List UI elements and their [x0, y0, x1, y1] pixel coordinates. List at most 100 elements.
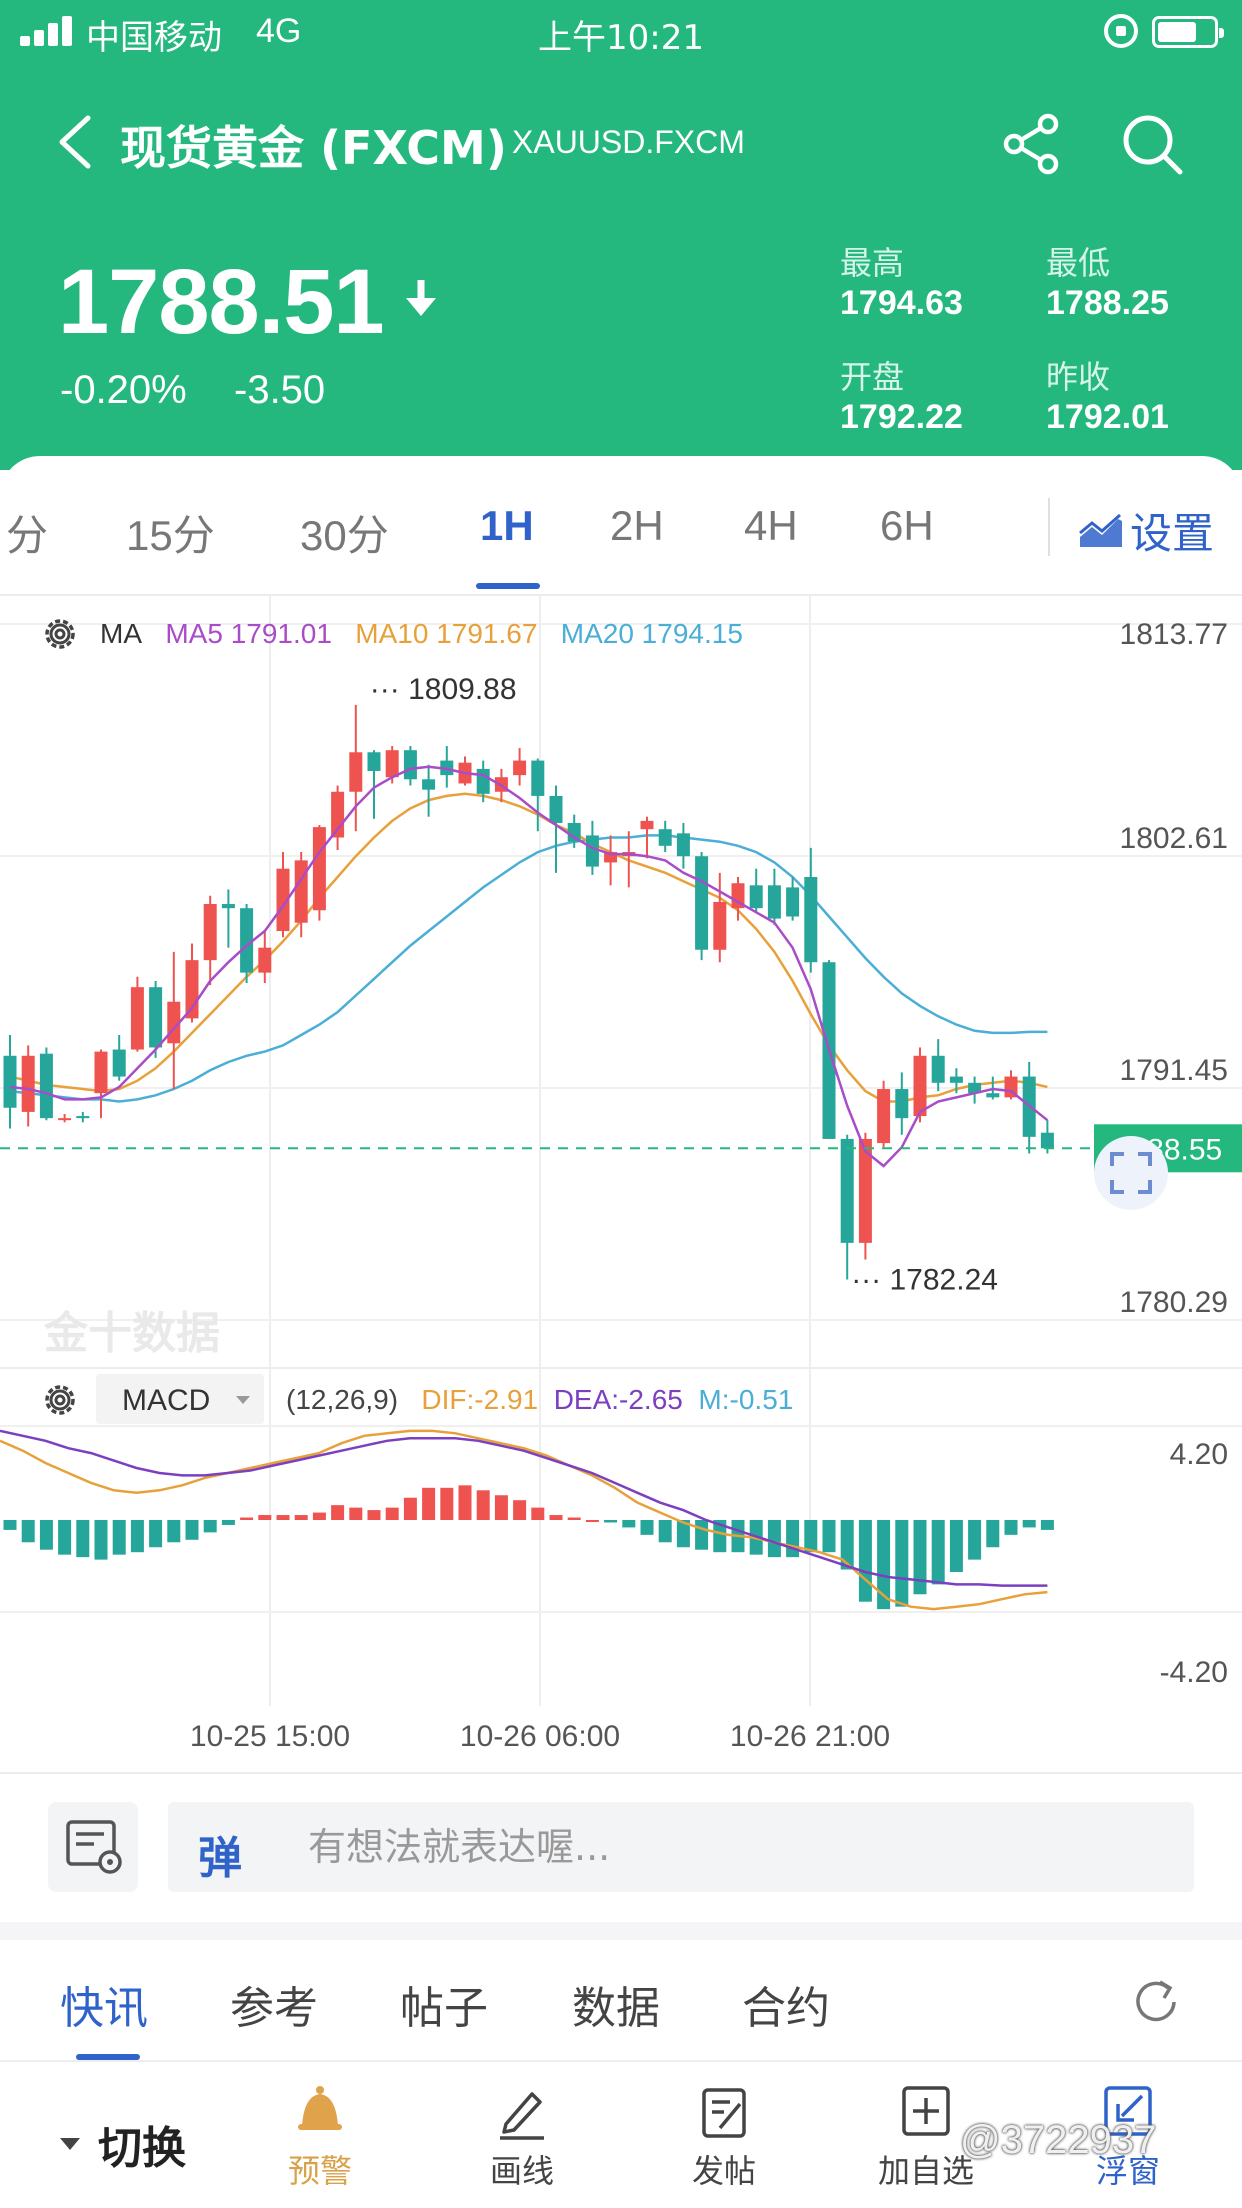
indicator-select[interactable]: MACD: [96, 1374, 264, 1424]
tab-reference[interactable]: 参考: [230, 1983, 318, 2034]
macd-bar: [986, 1520, 1000, 1548]
price-down-arrow-icon: [406, 280, 436, 316]
draw-line-button[interactable]: 画线: [452, 2084, 592, 2192]
expand-icon: [1110, 1152, 1152, 1194]
tab-posts[interactable]: 帖子: [400, 1983, 488, 2034]
macd-bar: [1022, 1520, 1036, 1528]
macd-settings-gear-icon[interactable]: [38, 1378, 82, 1422]
macd-bar: [294, 1515, 308, 1520]
macd-bar: [458, 1485, 472, 1520]
search-icon[interactable]: [1118, 110, 1186, 178]
macd-bar: [713, 1520, 727, 1553]
tab-timeframe-30m[interactable]: 30分: [300, 512, 389, 559]
candle-body: [513, 760, 527, 776]
candle-body: [39, 1053, 53, 1119]
macd-bar: [604, 1520, 618, 1523]
candle-body: [112, 1049, 126, 1077]
candle-body: [94, 1051, 108, 1094]
macd-bar: [877, 1520, 891, 1610]
ma-settings-gear-icon[interactable]: [38, 612, 82, 656]
float-window-label: 浮窗: [1095, 2152, 1160, 2190]
float-window-icon: [1104, 2086, 1152, 2136]
refresh-icon[interactable]: [1130, 1976, 1182, 2028]
macd-bar: [549, 1515, 563, 1520]
macd-bar: [130, 1520, 144, 1553]
rotation-lock-icon: [1104, 14, 1138, 48]
macd-bar: [203, 1520, 217, 1533]
candlesticks: [3, 704, 1054, 1280]
price-axis-tick: 1791.45: [1120, 1054, 1228, 1087]
macd-bar: [949, 1520, 963, 1572]
post-button[interactable]: 发帖: [654, 2084, 794, 2192]
tab-timeframe-4h[interactable]: 4H: [744, 502, 798, 549]
note-settings-icon: [66, 1820, 122, 1874]
candle-body: [895, 1089, 909, 1119]
bell-icon: [298, 2086, 342, 2130]
tab-timeframe-2h[interactable]: 2H: [610, 502, 664, 549]
candle-body: [21, 1055, 35, 1112]
macd-bar: [149, 1520, 163, 1548]
note-button[interactable]: [48, 1802, 138, 1892]
tab-flash-news[interactable]: 快讯: [60, 1983, 148, 2034]
add-watchlist-button[interactable]: 加自选: [856, 2084, 996, 2192]
tab-timeframe-6h[interactable]: 6H: [880, 502, 934, 549]
caret-down-icon: [60, 2138, 80, 2150]
candle-body: [367, 752, 381, 771]
switch-label: 切换: [98, 2123, 186, 2174]
macd-bar: [931, 1520, 945, 1585]
share-icon[interactable]: [1000, 112, 1064, 176]
candle-body: [476, 768, 490, 794]
chart-settings-label: 设置: [1130, 509, 1215, 558]
macd-bar: [221, 1520, 235, 1525]
candle-body: [221, 904, 235, 909]
tab-timeframe-15m[interactable]: 15分: [126, 512, 215, 559]
candle-body: [76, 1116, 90, 1119]
ma-legend: MA MA5 1791.01 MA10 1791.67 MA20 1794.15: [100, 618, 743, 650]
macd-dea-path: [0, 1429, 1048, 1587]
switch-button[interactable]: 切换: [60, 2112, 186, 2176]
candle-body: [240, 908, 254, 973]
candle-body: [731, 883, 745, 909]
macd-bar: [3, 1520, 17, 1530]
tab-contract[interactable]: 合约: [742, 1983, 830, 2034]
low-label: 最低: [1046, 244, 1111, 282]
macd-bar: [422, 1487, 436, 1520]
comment-input[interactable]: [308, 1816, 1168, 1878]
candle-body: [258, 947, 272, 973]
draw-line-label: 画线: [489, 2152, 554, 2190]
alert-button[interactable]: 预警: [250, 2084, 390, 2192]
tab-timeframe-1h[interactable]: 1H: [480, 502, 534, 549]
min-price-label: ··· 1782.24: [851, 1263, 998, 1296]
macd-legend: (12,26,9) DIF:-2.91 DEA:-2.65 M:-0.51: [286, 1384, 793, 1416]
macd-bar: [403, 1497, 417, 1520]
macd-bar: [822, 1520, 836, 1553]
tab-data[interactable]: 数据: [572, 1983, 660, 2034]
tab-timeframe-minute[interactable]: 分: [6, 512, 49, 559]
fullscreen-button[interactable]: [1094, 1136, 1168, 1210]
macd-bar: [1040, 1520, 1054, 1530]
macd-bar: [494, 1495, 508, 1520]
float-window-button[interactable]: 浮窗: [1058, 2084, 1198, 2192]
ma20-path: [9, 834, 1048, 1103]
macd-bar: [349, 1507, 363, 1520]
candle-body: [604, 852, 618, 863]
macd-bar: [331, 1505, 345, 1520]
chart-area[interactable]: 金十数据 1813.77 1802.61 1791.45 1780.29 1788.55…: [0, 594, 1242, 1774]
kline-macd-chart[interactable]: 金十数据 1813.771802.611791.451780.291788.55…: [0, 596, 1242, 1776]
macd-bar: [786, 1520, 800, 1558]
macd-bar: [913, 1520, 927, 1595]
back-icon[interactable]: [52, 112, 98, 172]
macd-histogram: [3, 1485, 1054, 1610]
comment-box[interactable]: 弹: [168, 1802, 1194, 1892]
network-type: 4G: [256, 12, 302, 50]
chart-settings-button[interactable]: 设置: [1078, 500, 1214, 561]
price-axis-tick: 1780.29: [1120, 1286, 1228, 1319]
candle-body: [531, 760, 545, 796]
candle-body: [1040, 1132, 1054, 1149]
macd-bar: [240, 1517, 254, 1520]
price-axis-tick: 1802.61: [1120, 822, 1228, 855]
open-label: 开盘: [840, 358, 905, 396]
macd-bar: [367, 1510, 381, 1520]
pencil-icon: [500, 2092, 544, 2140]
macd-dif-path: [0, 1429, 1048, 1611]
